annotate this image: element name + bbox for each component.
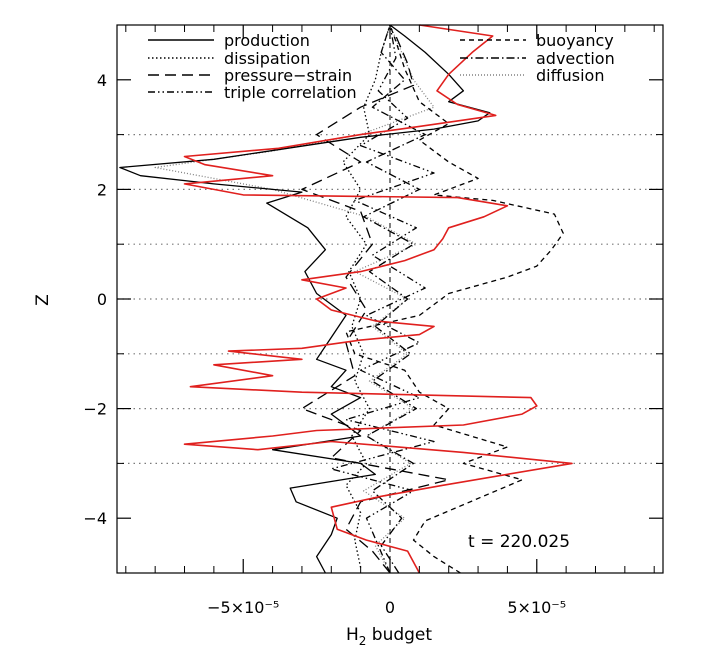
- x-tick-label: 5×10⁻⁵: [507, 598, 566, 617]
- x-tick-label: 0: [385, 598, 395, 617]
- series-line-production: [119, 24, 491, 574]
- legend-label: triple correlation: [224, 83, 357, 102]
- legend: productiondissipationpressure−straintrip…: [148, 31, 615, 102]
- legend-label: advection: [536, 49, 615, 68]
- series-layer: [119, 24, 573, 574]
- y-tick-label: 2: [97, 180, 107, 199]
- y-axis-label: Z: [33, 294, 53, 306]
- y-tick-label: 0: [97, 290, 107, 309]
- legend-label: pressure−strain: [224, 66, 352, 85]
- legend-label: buoyancy: [536, 31, 614, 50]
- series-line-dissipation: [342, 24, 391, 568]
- x-axis-label: H2 budget: [346, 625, 432, 648]
- legend-label: diffusion: [536, 66, 604, 85]
- series-line-buoyancy: [345, 24, 564, 574]
- series-line-triple-correlation: [330, 24, 435, 574]
- y-tick-label: 4: [97, 71, 107, 90]
- y-tick-label: −2: [83, 400, 107, 419]
- series-line-advection: [362, 24, 426, 574]
- time-annotation: t = 220.025: [468, 532, 570, 552]
- y-tick-label: −4: [83, 509, 107, 528]
- axis-ticks: −5×10⁻⁵ 0 5×10⁻⁵ −4 −2 0 2 4: [83, 24, 663, 617]
- legend-label: production: [224, 31, 310, 50]
- x-tick-label: −5×10⁻⁵: [207, 598, 279, 617]
- series-line-diffusion: [154, 24, 435, 574]
- series-line-red: [183, 24, 573, 574]
- legend-label: dissipation: [224, 49, 310, 68]
